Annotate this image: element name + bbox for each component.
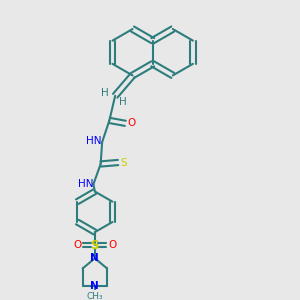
Text: S: S [121,158,127,167]
Text: O: O [108,240,116,250]
Text: HN: HN [86,136,101,146]
Text: N: N [91,281,99,291]
Text: H: H [118,97,126,106]
Text: H: H [101,88,109,98]
Text: O: O [73,240,82,250]
Text: CH₃: CH₃ [87,292,103,300]
Text: O: O [128,118,136,128]
Text: N: N [91,253,99,263]
Text: S: S [91,239,99,252]
Text: HN: HN [77,179,93,189]
